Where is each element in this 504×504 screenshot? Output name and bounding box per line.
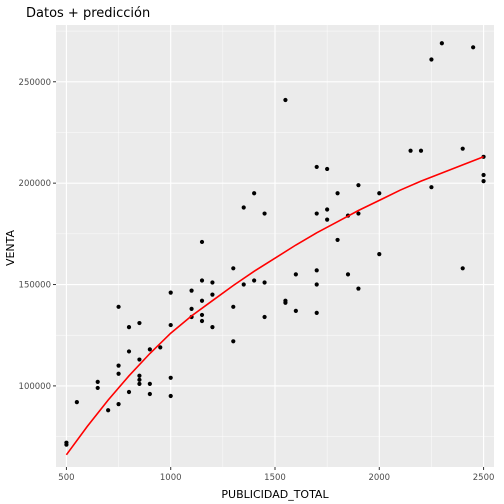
- x-tick-label: 1000: [160, 473, 182, 483]
- data-point: [116, 363, 121, 368]
- data-point: [314, 268, 319, 273]
- data-point: [481, 179, 486, 184]
- data-point: [241, 282, 246, 287]
- data-point: [137, 373, 142, 378]
- data-point: [252, 191, 257, 196]
- data-point: [116, 304, 121, 309]
- data-point: [199, 278, 205, 283]
- data-point: [95, 379, 100, 384]
- data-point: [168, 393, 173, 399]
- data-point: [418, 148, 424, 153]
- data-point: [429, 185, 434, 190]
- data-point: [481, 172, 486, 178]
- data-point: [147, 391, 152, 397]
- data-point: [325, 217, 330, 222]
- data-point: [168, 322, 173, 328]
- data-point: [325, 166, 330, 172]
- data-point: [314, 282, 319, 287]
- data-point: [158, 345, 163, 350]
- data-point: [241, 205, 246, 210]
- y-tick-label: 150000: [19, 281, 51, 291]
- data-point: [356, 183, 361, 188]
- x-axis-title: PUBLICIDAD_TOTAL: [221, 488, 329, 501]
- data-point: [293, 308, 298, 313]
- data-point: [189, 306, 194, 311]
- data-point: [314, 211, 319, 216]
- data-points: [64, 41, 486, 447]
- data-point: [231, 304, 236, 309]
- data-point: [460, 146, 465, 151]
- data-point: [137, 381, 142, 386]
- data-point: [95, 385, 100, 391]
- axis-tick-labels: 500 1000 1500 2000 2500 100000 150000 200000 250…: [19, 78, 495, 483]
- data-point: [429, 57, 434, 62]
- y-axis-title: VENTA: [4, 229, 17, 266]
- data-point: [147, 381, 152, 386]
- data-point: [314, 164, 319, 170]
- data-point: [460, 266, 465, 271]
- data-point: [377, 252, 382, 257]
- data-point: [116, 402, 121, 407]
- data-point: [137, 320, 142, 326]
- data-point: [252, 278, 257, 283]
- data-point: [126, 389, 132, 395]
- data-point: [168, 290, 173, 295]
- data-point: [137, 377, 142, 382]
- data-point: [106, 408, 111, 413]
- prediction-line: [65, 156, 484, 456]
- y-tick-label: 250000: [19, 78, 51, 88]
- grid-lines: [56, 25, 494, 467]
- data-point: [335, 237, 340, 243]
- data-point: [356, 211, 361, 216]
- x-tick-label: 500: [58, 473, 74, 483]
- data-point: [126, 325, 132, 330]
- data-point: [147, 347, 152, 352]
- data-point: [345, 272, 351, 277]
- y-tick-label: 100000: [19, 382, 51, 392]
- data-point: [74, 400, 79, 405]
- data-point: [231, 266, 236, 271]
- data-point: [210, 292, 215, 297]
- data-point: [293, 272, 298, 277]
- data-point: [199, 298, 205, 303]
- data-point: [231, 339, 236, 344]
- data-point: [137, 357, 142, 362]
- data-point: [210, 280, 215, 285]
- data-point: [439, 41, 444, 46]
- y-tick-label: 200000: [19, 179, 51, 189]
- data-point: [335, 191, 340, 196]
- data-point: [471, 45, 476, 50]
- data-point: [408, 148, 413, 153]
- data-point: [199, 318, 205, 324]
- data-point: [126, 349, 132, 354]
- data-point: [325, 207, 330, 212]
- data-point: [283, 97, 288, 103]
- x-tick-label: 2000: [368, 473, 390, 483]
- data-point: [189, 288, 194, 293]
- data-point: [64, 442, 69, 447]
- x-tick-label: 2500: [473, 473, 495, 483]
- data-point: [356, 286, 361, 291]
- data-point: [168, 375, 173, 380]
- data-point: [199, 239, 205, 245]
- data-point: [210, 325, 215, 330]
- data-point: [199, 312, 205, 318]
- data-point: [116, 371, 121, 376]
- chart-title: Datos + predicción: [26, 6, 150, 21]
- axis-ticks: [53, 81, 485, 470]
- data-point: [283, 300, 288, 305]
- data-point: [314, 310, 319, 316]
- data-point: [377, 191, 382, 196]
- data-point: [262, 314, 267, 320]
- x-tick-label: 1500: [264, 473, 286, 483]
- data-point: [262, 280, 267, 285]
- data-point: [262, 211, 267, 216]
